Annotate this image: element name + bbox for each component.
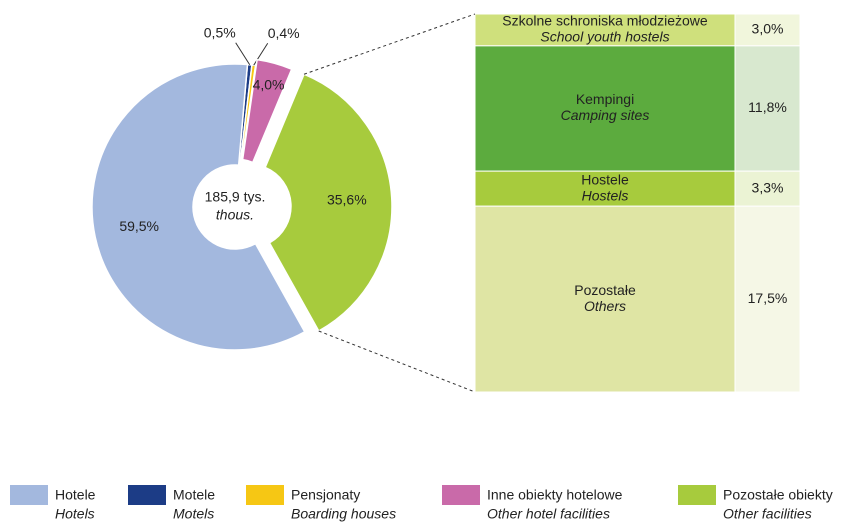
pie-slice [239, 64, 257, 167]
pie-slice [241, 58, 293, 164]
breakdown-label: Pozostałe [574, 282, 636, 298]
legend-label: Pensjonaty [291, 487, 360, 503]
legend-label: Hotele [55, 487, 96, 503]
legend-label-en: Hotels [55, 506, 95, 522]
center-label-en: thous. [216, 207, 254, 223]
value-label: 35,6% [327, 191, 367, 207]
connector [303, 13, 476, 75]
leader-line [235, 42, 251, 66]
legend-label: Motele [173, 487, 215, 503]
legend-label-en: Motels [173, 506, 214, 522]
breakdown-label-en: Hostels [582, 187, 629, 203]
breakdown-label-en: School youth hostels [540, 29, 669, 45]
legend-swatch [10, 485, 48, 505]
legend-label: Pozostałe obiekty [723, 487, 833, 503]
breakdown-value-label: 3,3% [752, 179, 784, 195]
value-label: 59,5% [119, 218, 159, 234]
legend-label-en: Boarding houses [291, 506, 396, 522]
connector [318, 330, 476, 393]
legend-swatch [442, 485, 480, 505]
breakdown-value-label: 3,0% [752, 21, 784, 37]
legend-swatch [246, 485, 284, 505]
legend-label-en: Other facilities [723, 506, 812, 522]
breakdown-label: Kempingi [576, 91, 634, 107]
pie-slice [91, 63, 306, 351]
breakdown-bar [474, 205, 736, 393]
breakdown-label: Szkolne schroniska młodzieżowe [502, 13, 708, 29]
leader-line [253, 42, 269, 66]
value-label: 0,5% [204, 24, 236, 40]
breakdown-label-en: Others [584, 298, 626, 314]
value-label: 4,0% [253, 76, 285, 92]
breakdown-value-label: 11,8% [748, 99, 787, 115]
legend-label: Inne obiekty hotelowe [487, 487, 623, 503]
value-label: 0,4% [268, 25, 300, 41]
legend-label-en: Other hotel facilities [487, 506, 610, 522]
breakdown-bar [474, 45, 736, 172]
breakdown-value-label: 17,5% [748, 290, 788, 306]
breakdown-value-cell [734, 13, 801, 47]
legend-swatch [678, 485, 716, 505]
breakdown-label-en: Camping sites [561, 107, 650, 123]
breakdown-value-cell [734, 205, 801, 393]
breakdown-bar [474, 13, 736, 47]
legend-swatch [128, 485, 166, 505]
pie-slice [264, 73, 393, 333]
breakdown-label: Hostele [581, 171, 629, 187]
center-label: 185,9 tys. [205, 189, 266, 205]
breakdown-value-cell [734, 45, 801, 172]
